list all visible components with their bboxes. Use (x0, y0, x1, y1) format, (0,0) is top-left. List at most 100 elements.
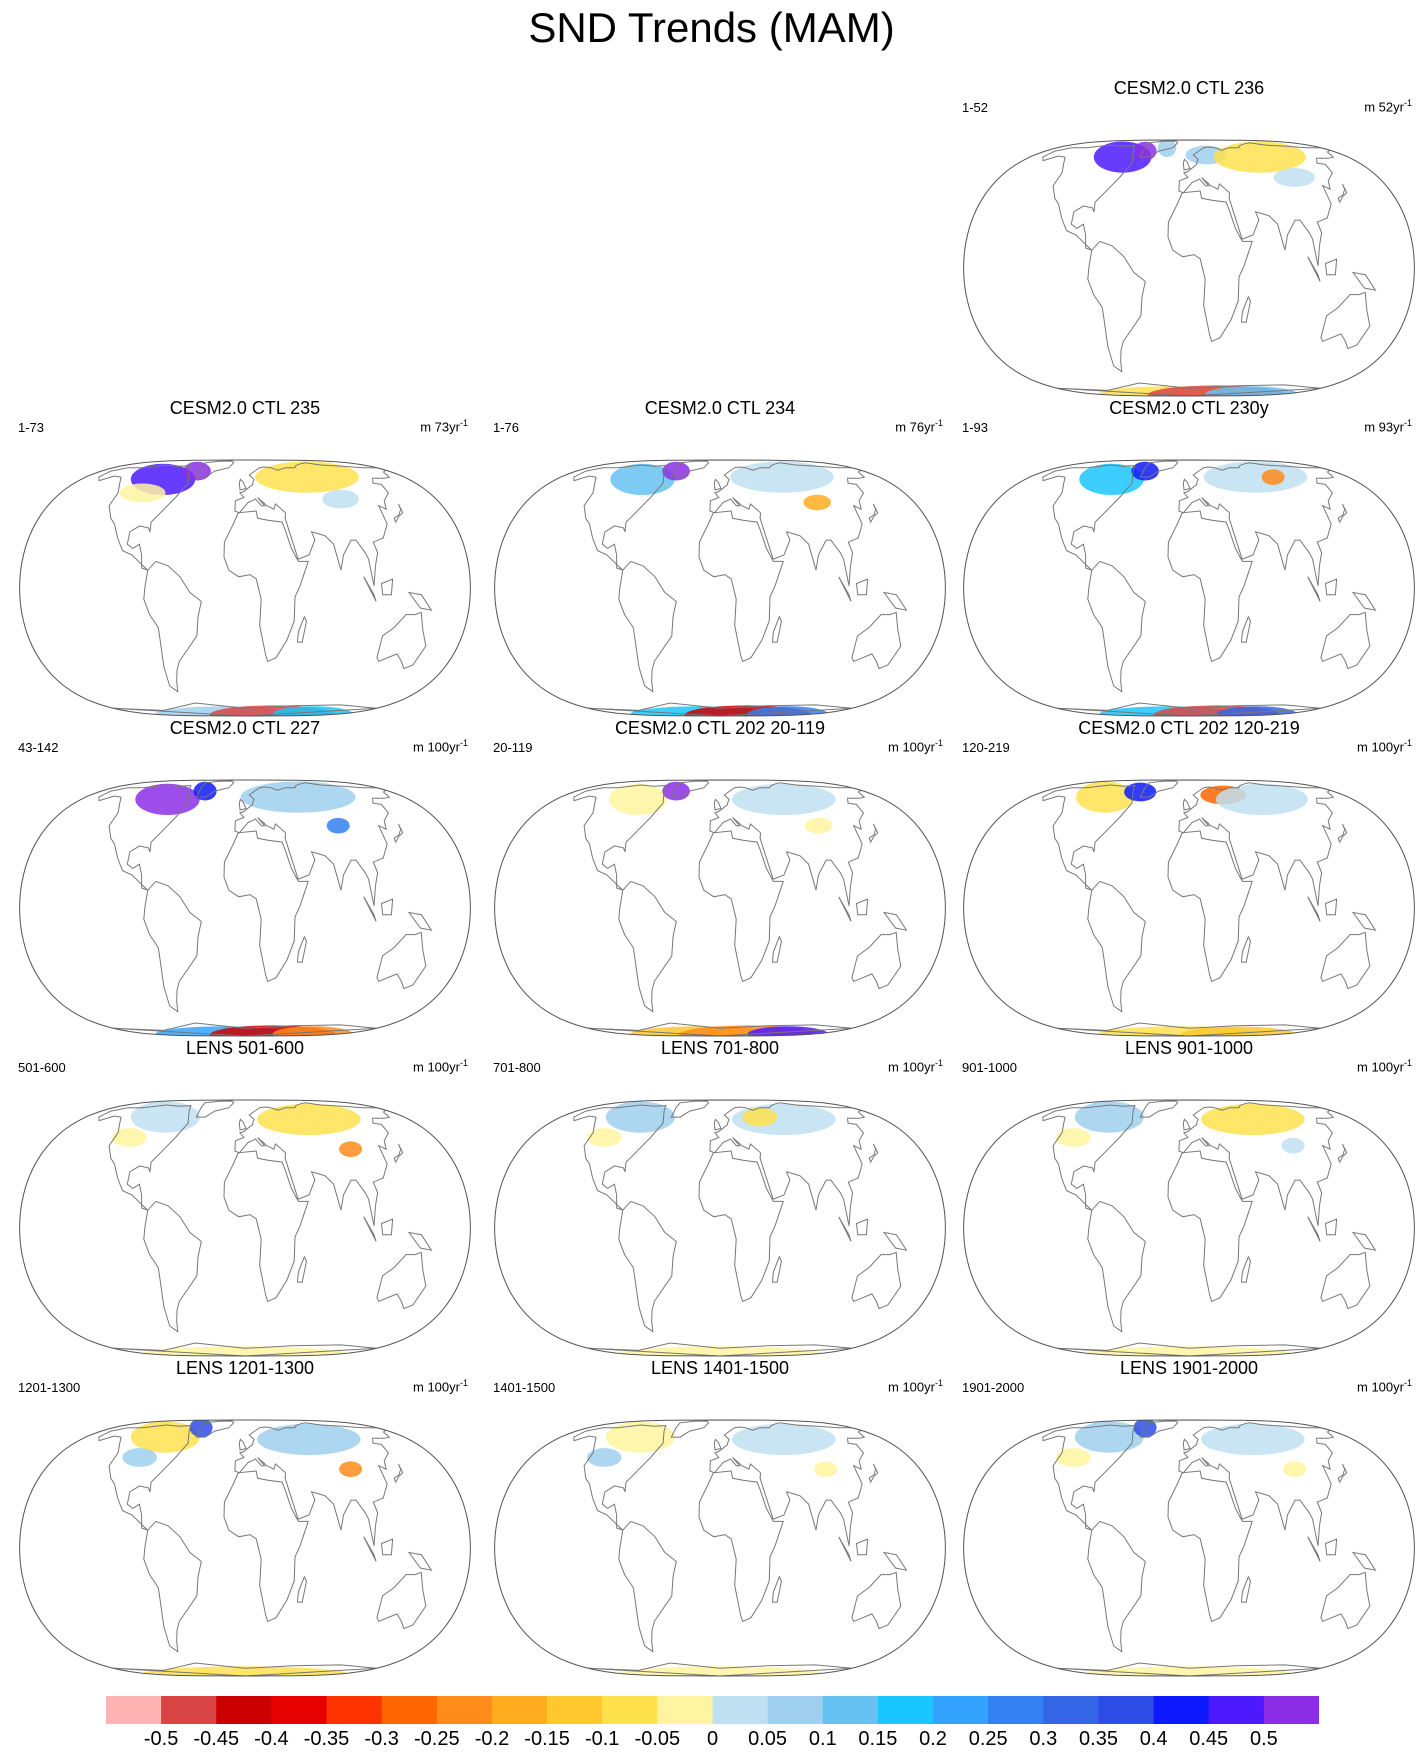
world-map (19, 1099, 471, 1357)
unit-suffix: yr (1393, 1059, 1404, 1075)
world-map (963, 459, 1415, 717)
coastline (838, 576, 852, 602)
coastline (882, 1551, 908, 1571)
coastline (1337, 1463, 1348, 1484)
panel-title: LENS 1201-1300 (175, 1358, 315, 1378)
panel-unit: m 100yr-1 (413, 738, 468, 754)
coastline (143, 1200, 202, 1333)
coastline (1057, 1022, 1321, 1036)
coastline (376, 1251, 427, 1310)
coastline (1337, 503, 1348, 524)
map-panel: CESM2.0 CTL 235 1-73 m 73yr-1 (8, 398, 482, 718)
coastline (143, 880, 202, 1013)
trend-patch (742, 1107, 778, 1127)
panel-unit: m 73yr-1 (420, 418, 468, 434)
figure-title: SND Trends (MAM) (528, 4, 895, 51)
panel-unit: m 52yr-1 (1364, 98, 1412, 114)
coastline (709, 1422, 866, 1546)
world-map (963, 139, 1415, 397)
coastline (195, 1420, 235, 1438)
panel-unit: m 100yr-1 (413, 1058, 468, 1074)
colorbar-tick-label: -0.1 (584, 1728, 620, 1750)
coastline (1042, 1104, 1136, 1211)
trend-patch (111, 1128, 147, 1147)
panel-year-range: 501-600 (18, 1060, 66, 1075)
colorbar-tick-label: 0.4 (1139, 1728, 1168, 1750)
coastline (363, 1216, 377, 1242)
panel-unit: m 76yr-1 (895, 418, 943, 434)
map-boundary (19, 779, 471, 1037)
coastline (1351, 911, 1377, 931)
unit-exponent: -1 (1403, 418, 1412, 428)
panel-unit: m 100yr-1 (413, 1378, 468, 1394)
coastline (855, 1218, 869, 1236)
coastline (407, 1231, 433, 1251)
coastline (1042, 464, 1136, 571)
coastline (1324, 1218, 1338, 1236)
world-map (494, 779, 946, 1037)
trend-patch (616, 1346, 824, 1356)
colorbar-tick-label: 0.05 (748, 1728, 788, 1750)
colorbar-swatch (602, 1696, 658, 1724)
coastline (1320, 931, 1371, 990)
panel-title: LENS 501-600 (185, 1038, 305, 1058)
world-map (494, 1099, 946, 1357)
coastline (1167, 190, 1253, 343)
unit-value: 52 (1378, 99, 1394, 115)
coastline (238, 478, 247, 491)
unit-prefix: m (412, 739, 428, 755)
trend-patch (339, 1461, 363, 1477)
coastline (380, 578, 394, 596)
trend-patch (1181, 1026, 1296, 1036)
trend-patch (141, 1346, 349, 1356)
unit-exponent: -1 (459, 738, 468, 748)
coastline (380, 898, 394, 916)
coastline (296, 935, 308, 963)
coastline (713, 798, 722, 811)
panel-title: LENS 701-800 (660, 1038, 780, 1058)
unit-prefix: m (887, 739, 903, 755)
coastline (113, 702, 377, 716)
coastline (868, 823, 879, 844)
trend-patch (747, 1026, 829, 1036)
coastline (1307, 1536, 1321, 1562)
trend-patch (272, 706, 354, 716)
map-panel: LENS 901-1000 901-1000 m 100yr-1 (952, 1038, 1423, 1358)
coastline (1139, 780, 1179, 798)
coastline (618, 1520, 677, 1653)
coastline (98, 1424, 192, 1531)
unit-suffix: yr (1393, 419, 1404, 435)
trend-patch (193, 781, 217, 801)
coastline (851, 1571, 902, 1630)
unit-prefix: m (420, 419, 435, 435)
colorbar-swatch (1043, 1696, 1099, 1724)
coastline (380, 1538, 394, 1556)
unit-suffix: yr (924, 739, 935, 755)
colorbar-tick-label: -0.35 (303, 1728, 350, 1750)
unit-exponent: -1 (1403, 738, 1412, 748)
unit-suffix: yr (1393, 739, 1404, 755)
coastline (618, 1200, 677, 1333)
map-panel: LENS 501-600 501-600 m 100yr-1 (8, 1038, 482, 1358)
colorbar-swatch (381, 1696, 438, 1724)
unit-exponent: -1 (934, 418, 943, 428)
panel-title: CESM2.0 CTL 230y (1109, 398, 1269, 418)
trend-patch (1205, 386, 1298, 396)
coastline (698, 510, 784, 663)
coastline (1307, 576, 1321, 602)
coastline (868, 1143, 879, 1164)
coastline (1139, 140, 1179, 158)
colorbar-swatch (767, 1696, 824, 1724)
coastline (838, 896, 852, 922)
coastline (195, 780, 235, 798)
coastline (1307, 896, 1321, 922)
panel-title: CESM2.0 CTL 236 (1113, 78, 1265, 98)
map-panel: CESM2.0 CTL 227 43-142 m 100yr-1 (8, 718, 482, 1038)
colorbar-tick-label: 0.3 (1029, 1728, 1058, 1750)
unit-exponent: -1 (1403, 1378, 1412, 1388)
world-map (963, 1419, 1415, 1677)
trend-patch (1273, 168, 1315, 187)
panel-year-range: 43-142 (18, 740, 59, 755)
coastline (851, 931, 902, 990)
coastline (1351, 591, 1377, 611)
